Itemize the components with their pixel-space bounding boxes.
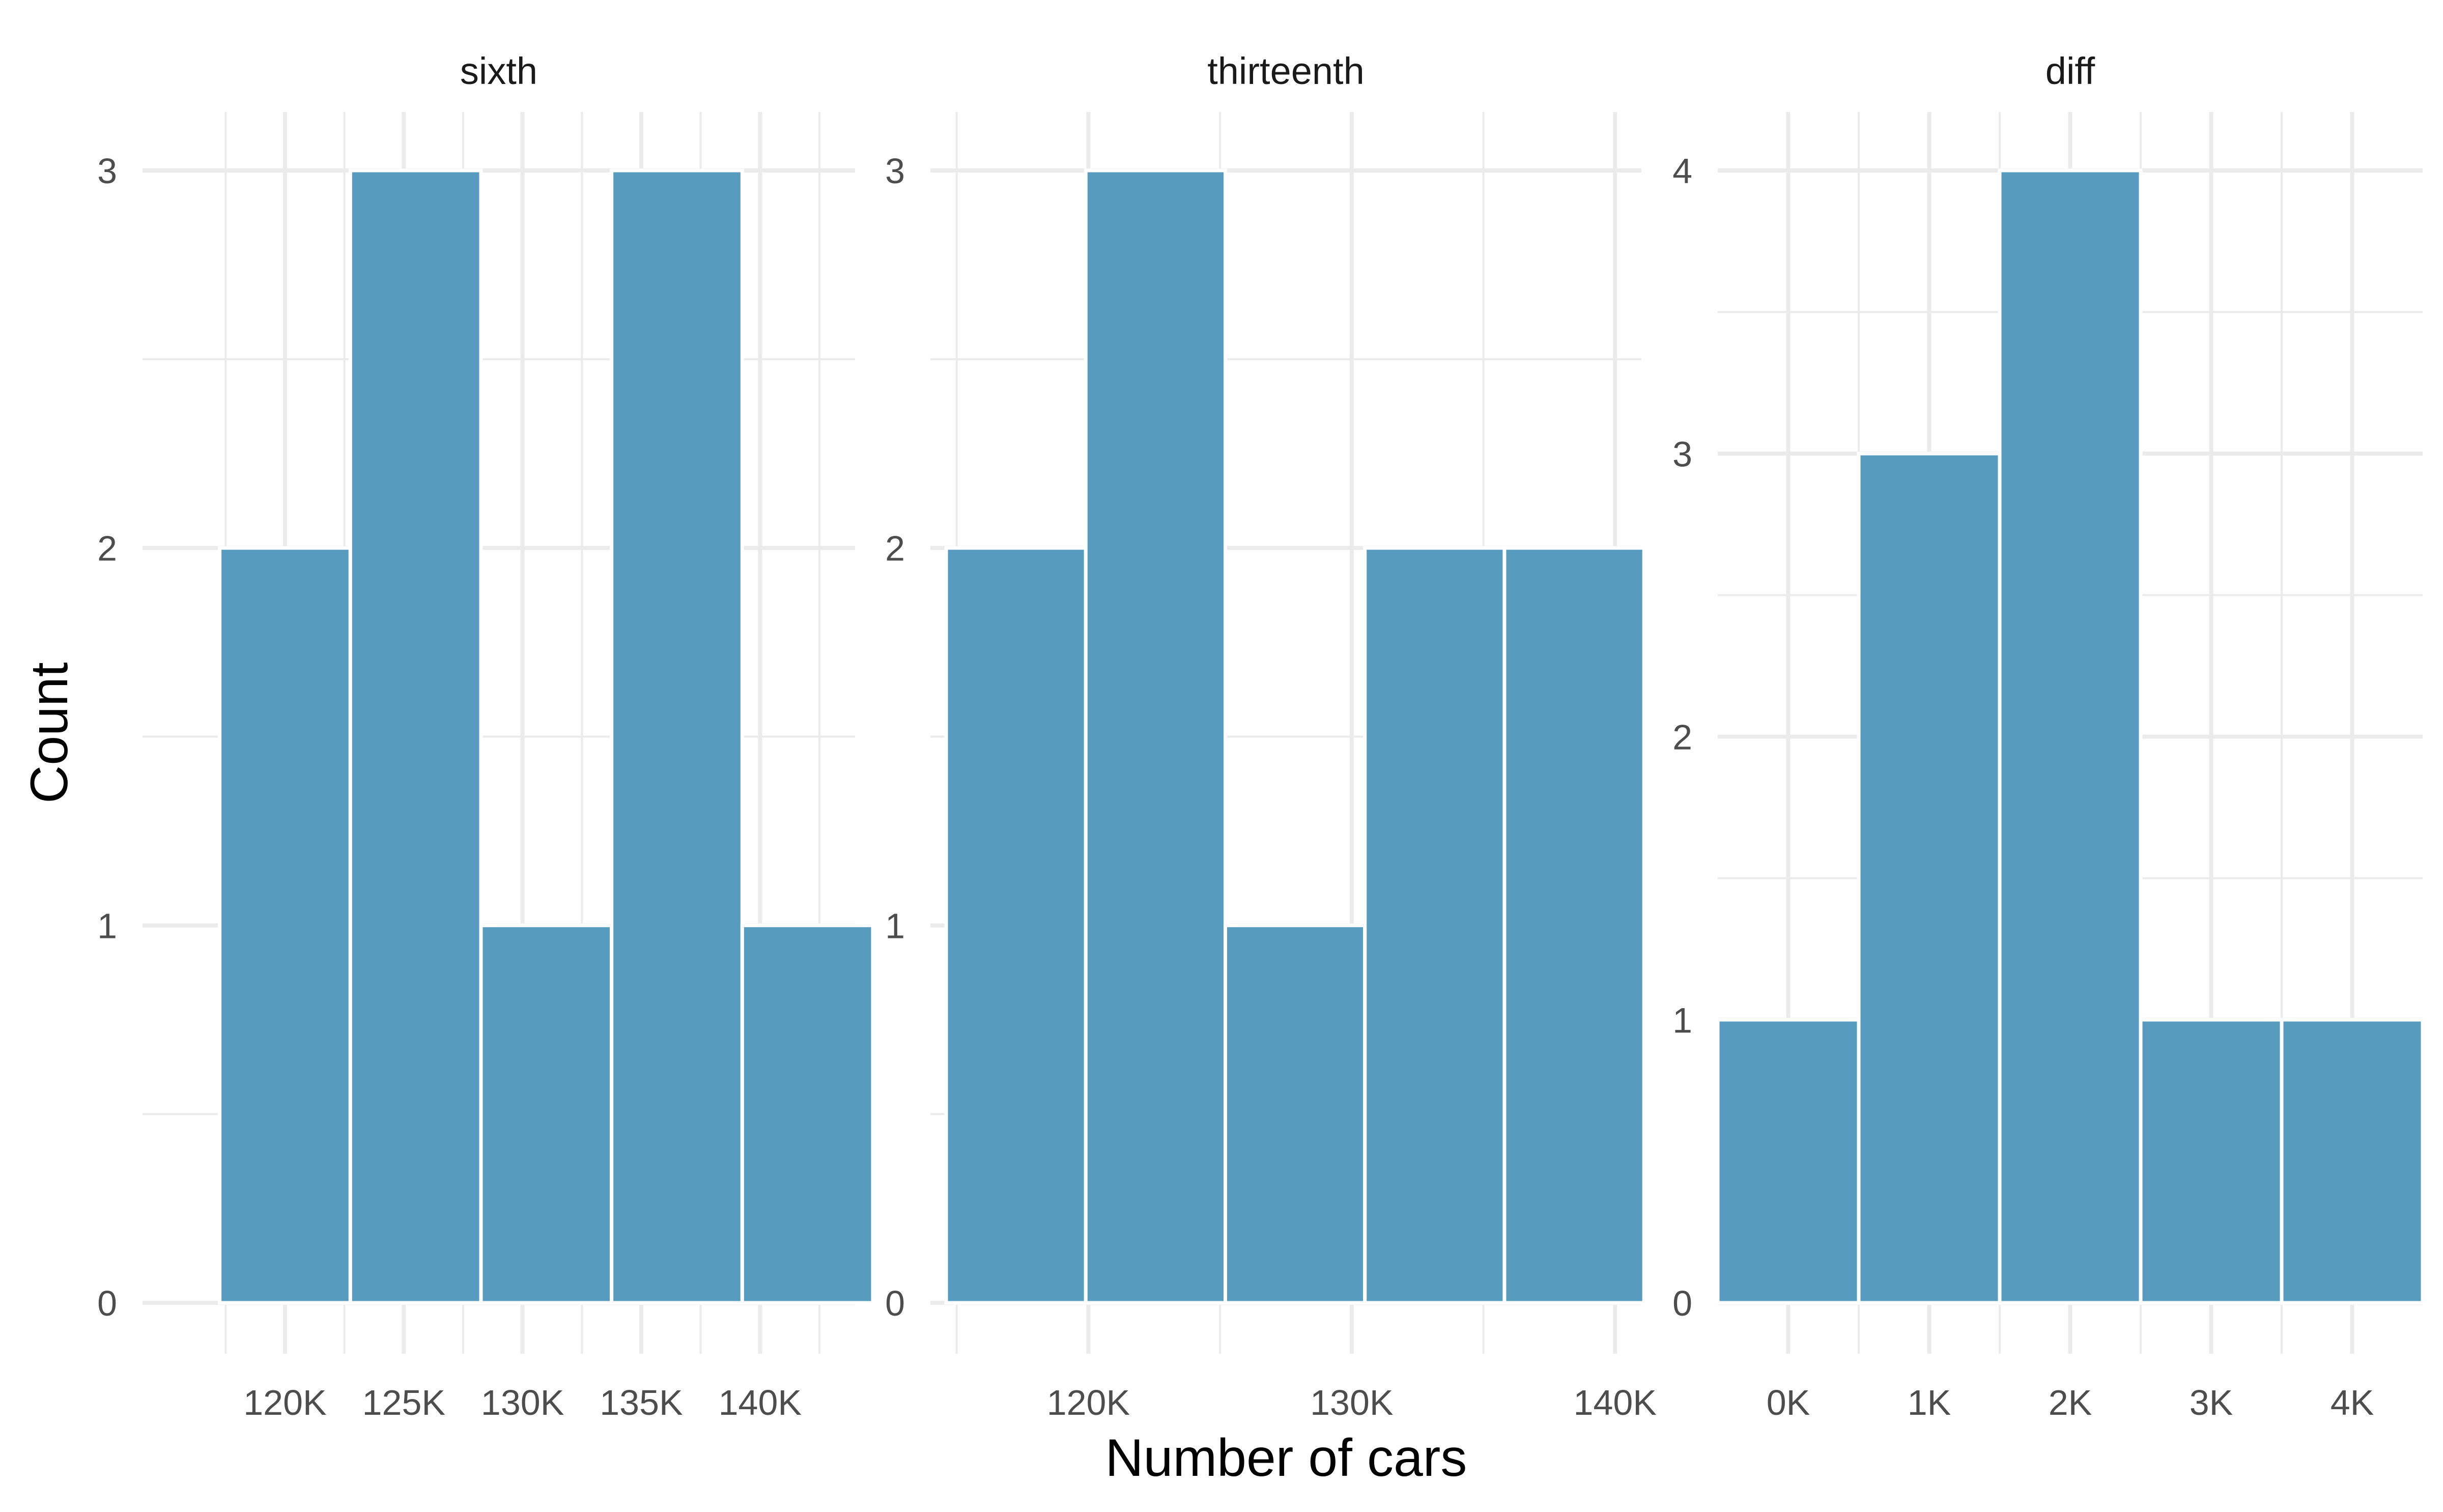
y-tick-label: 2 bbox=[885, 529, 905, 568]
histogram-bar bbox=[218, 546, 352, 1305]
x-tick-label: 2K bbox=[2049, 1383, 2092, 1422]
y-tick-label: 3 bbox=[1672, 434, 1692, 474]
x-tick-label: 0K bbox=[1767, 1383, 1810, 1422]
histogram-bar bbox=[2139, 1018, 2284, 1305]
histogram-bar bbox=[1857, 451, 2002, 1305]
x-tick-label: 120K bbox=[243, 1383, 326, 1422]
x-tick-label: 125K bbox=[362, 1383, 445, 1422]
histogram-bar bbox=[610, 168, 744, 1305]
y-tick-label: 0 bbox=[97, 1283, 117, 1323]
y-tick-label: 2 bbox=[1672, 718, 1692, 757]
x-tick-label: 140K bbox=[1574, 1383, 1657, 1422]
facet-panel-0: 0 1 2 3 120K 125K 130K 135K 140K sixth bbox=[97, 50, 875, 1422]
facet-strip-title: sixth bbox=[460, 50, 537, 92]
x-axis-title: Number of cars bbox=[1105, 1429, 1467, 1488]
y-tick-label: 1 bbox=[97, 906, 117, 946]
y-tick-label: 4 bbox=[1672, 151, 1692, 191]
x-tick-label: 130K bbox=[1310, 1383, 1393, 1422]
histogram-bar bbox=[1716, 1018, 1861, 1305]
facet-strip-title: thirteenth bbox=[1207, 50, 1365, 92]
y-tick-label: 0 bbox=[1672, 1283, 1692, 1323]
x-tick-label: 4K bbox=[2331, 1383, 2374, 1422]
facet-panel-1: 0 1 2 3 120K 130K 140K thirteenth bbox=[885, 50, 1657, 1422]
histogram-bar bbox=[1084, 168, 1227, 1305]
x-tick-label: 120K bbox=[1047, 1383, 1130, 1422]
y-tick-label: 2 bbox=[97, 529, 117, 568]
y-tick-label: 3 bbox=[885, 151, 905, 191]
histogram-bar bbox=[479, 923, 614, 1305]
y-tick-label: 1 bbox=[1672, 1001, 1692, 1040]
y-tick-label: 3 bbox=[97, 151, 117, 191]
facet-panel-2: 0 1 2 3 4 0K 1K 2K 3K 4K diff bbox=[1672, 50, 2425, 1422]
x-tick-label: 3K bbox=[2190, 1383, 2233, 1422]
histogram-bar bbox=[1363, 546, 1507, 1305]
histogram-bar bbox=[1998, 168, 2143, 1305]
x-tick-label: 1K bbox=[1908, 1383, 1951, 1422]
x-tick-label: 140K bbox=[719, 1383, 802, 1422]
histogram-bar bbox=[1502, 546, 1646, 1305]
y-tick-label: 1 bbox=[885, 906, 905, 946]
x-tick-label: 135K bbox=[600, 1383, 683, 1422]
histogram-bar bbox=[1223, 923, 1367, 1305]
histogram-bar bbox=[740, 923, 875, 1305]
histogram-bar bbox=[944, 546, 1088, 1305]
y-axis-title: Count bbox=[20, 662, 79, 804]
x-tick-label: 130K bbox=[481, 1383, 564, 1422]
y-tick-label: 0 bbox=[885, 1283, 905, 1323]
histogram-bar bbox=[348, 168, 483, 1305]
histogram-bar bbox=[2280, 1018, 2425, 1305]
facet-strip-title: diff bbox=[2046, 50, 2095, 92]
